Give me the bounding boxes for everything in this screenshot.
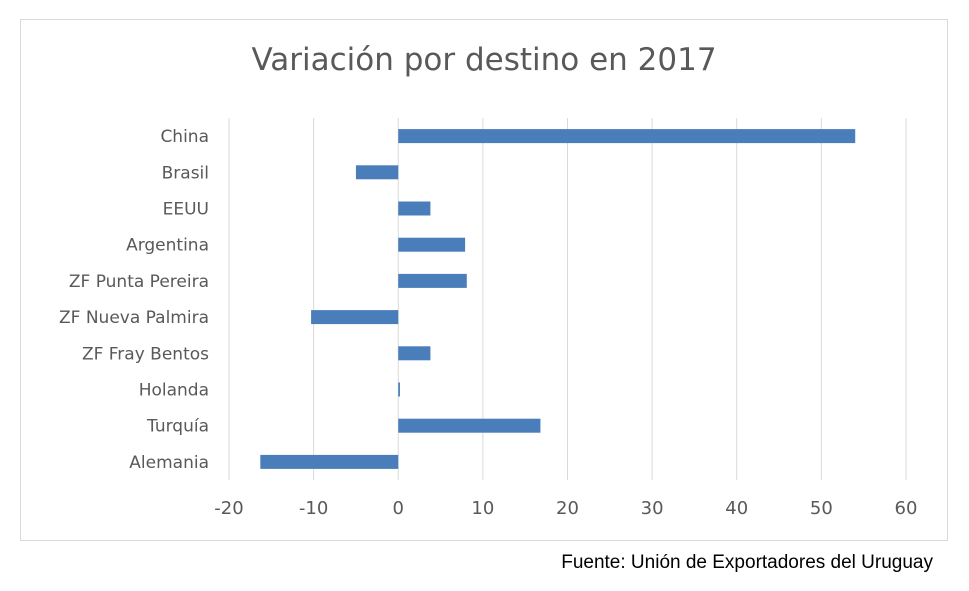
- x-tick-label: 20: [556, 498, 579, 519]
- bar: [355, 165, 399, 180]
- bar: [398, 129, 856, 144]
- bar: [398, 418, 541, 433]
- category-label: Turquía: [146, 417, 209, 437]
- category-label: Brasil: [162, 163, 209, 183]
- bar: [398, 346, 431, 361]
- category-label: Argentina: [126, 236, 209, 256]
- chart-title: Variación por destino en 2017: [251, 42, 717, 78]
- x-tick-label: -10: [299, 498, 328, 519]
- category-label: EEUU: [163, 200, 209, 220]
- x-tick-label: 10: [471, 498, 494, 519]
- x-tick-label: 40: [725, 498, 748, 519]
- bar: [398, 237, 466, 252]
- bar: [260, 454, 399, 469]
- category-label: ZF Punta Pereira: [69, 272, 209, 292]
- x-tick-label: -20: [214, 498, 243, 519]
- bar: [398, 273, 467, 288]
- x-tick-label: 60: [895, 498, 918, 519]
- bar: [311, 310, 399, 325]
- chart-frame: Variación por destino en 2017: [20, 19, 948, 541]
- category-label: Alemania: [129, 453, 209, 473]
- category-label: ZF Nueva Palmira: [59, 308, 209, 328]
- bar: [398, 201, 431, 216]
- category-label: Holanda: [139, 381, 209, 401]
- category-label: ZF Fray Bentos: [82, 344, 209, 364]
- x-tick-label: 30: [641, 498, 664, 519]
- source-note: Fuente: Unión de Exportadores del Urugua…: [561, 552, 933, 573]
- x-tick-label: 0: [393, 498, 404, 519]
- category-label: China: [160, 127, 209, 147]
- bar: [398, 382, 400, 397]
- x-tick-label: 50: [810, 498, 833, 519]
